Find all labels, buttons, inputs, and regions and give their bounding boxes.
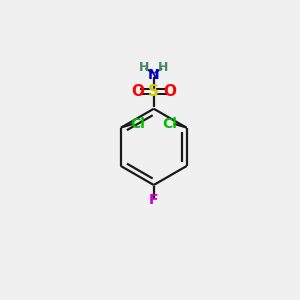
Text: Cl: Cl <box>162 117 177 131</box>
Text: H: H <box>139 61 149 74</box>
Text: Cl: Cl <box>130 117 146 131</box>
Text: O: O <box>163 84 176 99</box>
Text: S: S <box>148 84 159 99</box>
Text: O: O <box>131 84 145 99</box>
Text: H: H <box>158 61 169 74</box>
Text: N: N <box>148 68 160 82</box>
Text: F: F <box>149 193 158 207</box>
